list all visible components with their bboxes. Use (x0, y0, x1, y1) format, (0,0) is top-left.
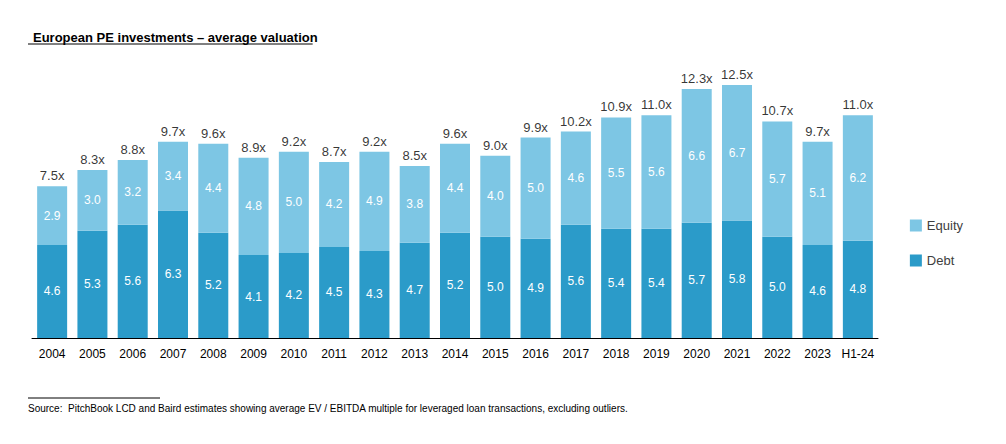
svg-text:9.6x: 9.6x (443, 126, 468, 141)
svg-text:2009: 2009 (240, 347, 267, 361)
svg-text:6.2: 6.2 (850, 171, 867, 185)
svg-text:4.2: 4.2 (286, 288, 303, 302)
svg-text:2013: 2013 (401, 347, 428, 361)
svg-text:2007: 2007 (160, 347, 187, 361)
svg-text:6.6: 6.6 (688, 149, 705, 163)
svg-text:5.7: 5.7 (688, 273, 705, 287)
svg-text:4.2: 4.2 (326, 197, 343, 211)
svg-text:3.2: 3.2 (124, 185, 141, 199)
svg-text:4.5: 4.5 (326, 285, 343, 299)
svg-text:2015: 2015 (482, 347, 509, 361)
svg-text:2008: 2008 (200, 347, 227, 361)
svg-text:2022: 2022 (764, 347, 791, 361)
svg-text:5.2: 5.2 (205, 278, 222, 292)
svg-text:European PE investments – aver: European PE investments – average valuat… (33, 30, 318, 45)
svg-text:2016: 2016 (522, 347, 549, 361)
svg-text:2005: 2005 (79, 347, 106, 361)
svg-text:3.8: 3.8 (406, 197, 423, 211)
svg-text:2012: 2012 (361, 347, 388, 361)
svg-text:2023: 2023 (804, 347, 831, 361)
svg-text:6.3: 6.3 (165, 267, 182, 281)
svg-text:5.0: 5.0 (769, 280, 786, 294)
svg-text:2006: 2006 (119, 347, 146, 361)
svg-text:4.8: 4.8 (245, 199, 262, 213)
svg-text:12.5x: 12.5x (721, 67, 753, 82)
svg-text:H1-24: H1-24 (842, 347, 875, 361)
svg-text:5.7: 5.7 (769, 172, 786, 186)
svg-text:3.4: 3.4 (165, 169, 182, 183)
svg-text:2017: 2017 (563, 347, 590, 361)
svg-text:4.4: 4.4 (205, 181, 222, 195)
svg-text:5.4: 5.4 (608, 276, 625, 290)
svg-text:10.9x: 10.9x (600, 99, 632, 114)
svg-text:2020: 2020 (683, 347, 710, 361)
svg-text:4.6: 4.6 (809, 284, 826, 298)
svg-text:5.5: 5.5 (608, 166, 625, 180)
svg-text:9.2x: 9.2x (282, 134, 307, 149)
svg-text:4.3: 4.3 (366, 287, 383, 301)
svg-text:2018: 2018 (603, 347, 630, 361)
svg-text:8.7x: 8.7x (322, 144, 347, 159)
svg-text:9.0x: 9.0x (483, 138, 508, 153)
svg-text:3.0: 3.0 (84, 193, 101, 207)
svg-text:2019: 2019 (643, 347, 670, 361)
svg-text:5.6: 5.6 (648, 165, 665, 179)
svg-text:5.0: 5.0 (487, 280, 504, 294)
svg-text:4.9: 4.9 (527, 281, 544, 295)
svg-text:5.6: 5.6 (124, 274, 141, 288)
svg-text:9.7x: 9.7x (161, 124, 186, 139)
svg-text:5.1: 5.1 (809, 186, 826, 200)
svg-text:11.0x: 11.0x (842, 97, 873, 112)
svg-text:5.6: 5.6 (568, 274, 585, 288)
svg-text:9.9x: 9.9x (523, 120, 548, 135)
svg-text:2021: 2021 (724, 347, 751, 361)
svg-text:4.0: 4.0 (487, 189, 504, 203)
svg-text:8.8x: 8.8x (120, 142, 145, 157)
svg-text:5.2: 5.2 (447, 278, 464, 292)
svg-text:7.5x: 7.5x (40, 168, 65, 183)
svg-text:5.0: 5.0 (527, 181, 544, 195)
svg-text:5.0: 5.0 (286, 195, 303, 209)
svg-text:12.3x: 12.3x (681, 71, 713, 86)
svg-text:9.6x: 9.6x (201, 126, 226, 141)
svg-text:4.6: 4.6 (568, 171, 585, 185)
svg-text:10.7x: 10.7x (761, 103, 793, 118)
svg-text:11.0x: 11.0x (641, 97, 672, 112)
svg-text:2.9: 2.9 (44, 209, 61, 223)
svg-text:4.1: 4.1 (245, 290, 262, 304)
svg-text:4.9: 4.9 (366, 194, 383, 208)
svg-text:2010: 2010 (281, 347, 308, 361)
svg-text:2014: 2014 (442, 347, 469, 361)
svg-text:Debt: Debt (927, 253, 955, 268)
svg-text:6.7: 6.7 (729, 146, 746, 160)
svg-text:Equity: Equity (927, 218, 964, 233)
svg-text:4.4: 4.4 (447, 181, 464, 195)
svg-text:9.2x: 9.2x (362, 134, 387, 149)
svg-text:Source: PitchBook LCD and Bai: Source: PitchBook LCD and Baird estimate… (28, 403, 628, 414)
svg-text:8.9x: 8.9x (241, 140, 266, 155)
svg-text:9.7x: 9.7x (805, 124, 830, 139)
svg-text:8.5x: 8.5x (402, 148, 427, 163)
svg-text:4.8: 4.8 (850, 282, 867, 296)
svg-text:5.3: 5.3 (84, 277, 101, 291)
svg-text:10.2x: 10.2x (560, 114, 592, 129)
svg-text:4.6: 4.6 (44, 284, 61, 298)
svg-text:8.3x: 8.3x (80, 152, 105, 167)
svg-text:2011: 2011 (321, 347, 347, 361)
svg-text:5.4: 5.4 (648, 276, 665, 290)
svg-text:5.8: 5.8 (729, 272, 746, 286)
svg-text:2004: 2004 (39, 347, 66, 361)
svg-text:4.7: 4.7 (406, 283, 423, 297)
